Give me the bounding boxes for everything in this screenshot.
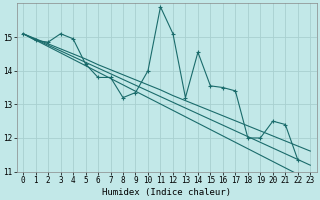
X-axis label: Humidex (Indice chaleur): Humidex (Indice chaleur) xyxy=(102,188,231,197)
